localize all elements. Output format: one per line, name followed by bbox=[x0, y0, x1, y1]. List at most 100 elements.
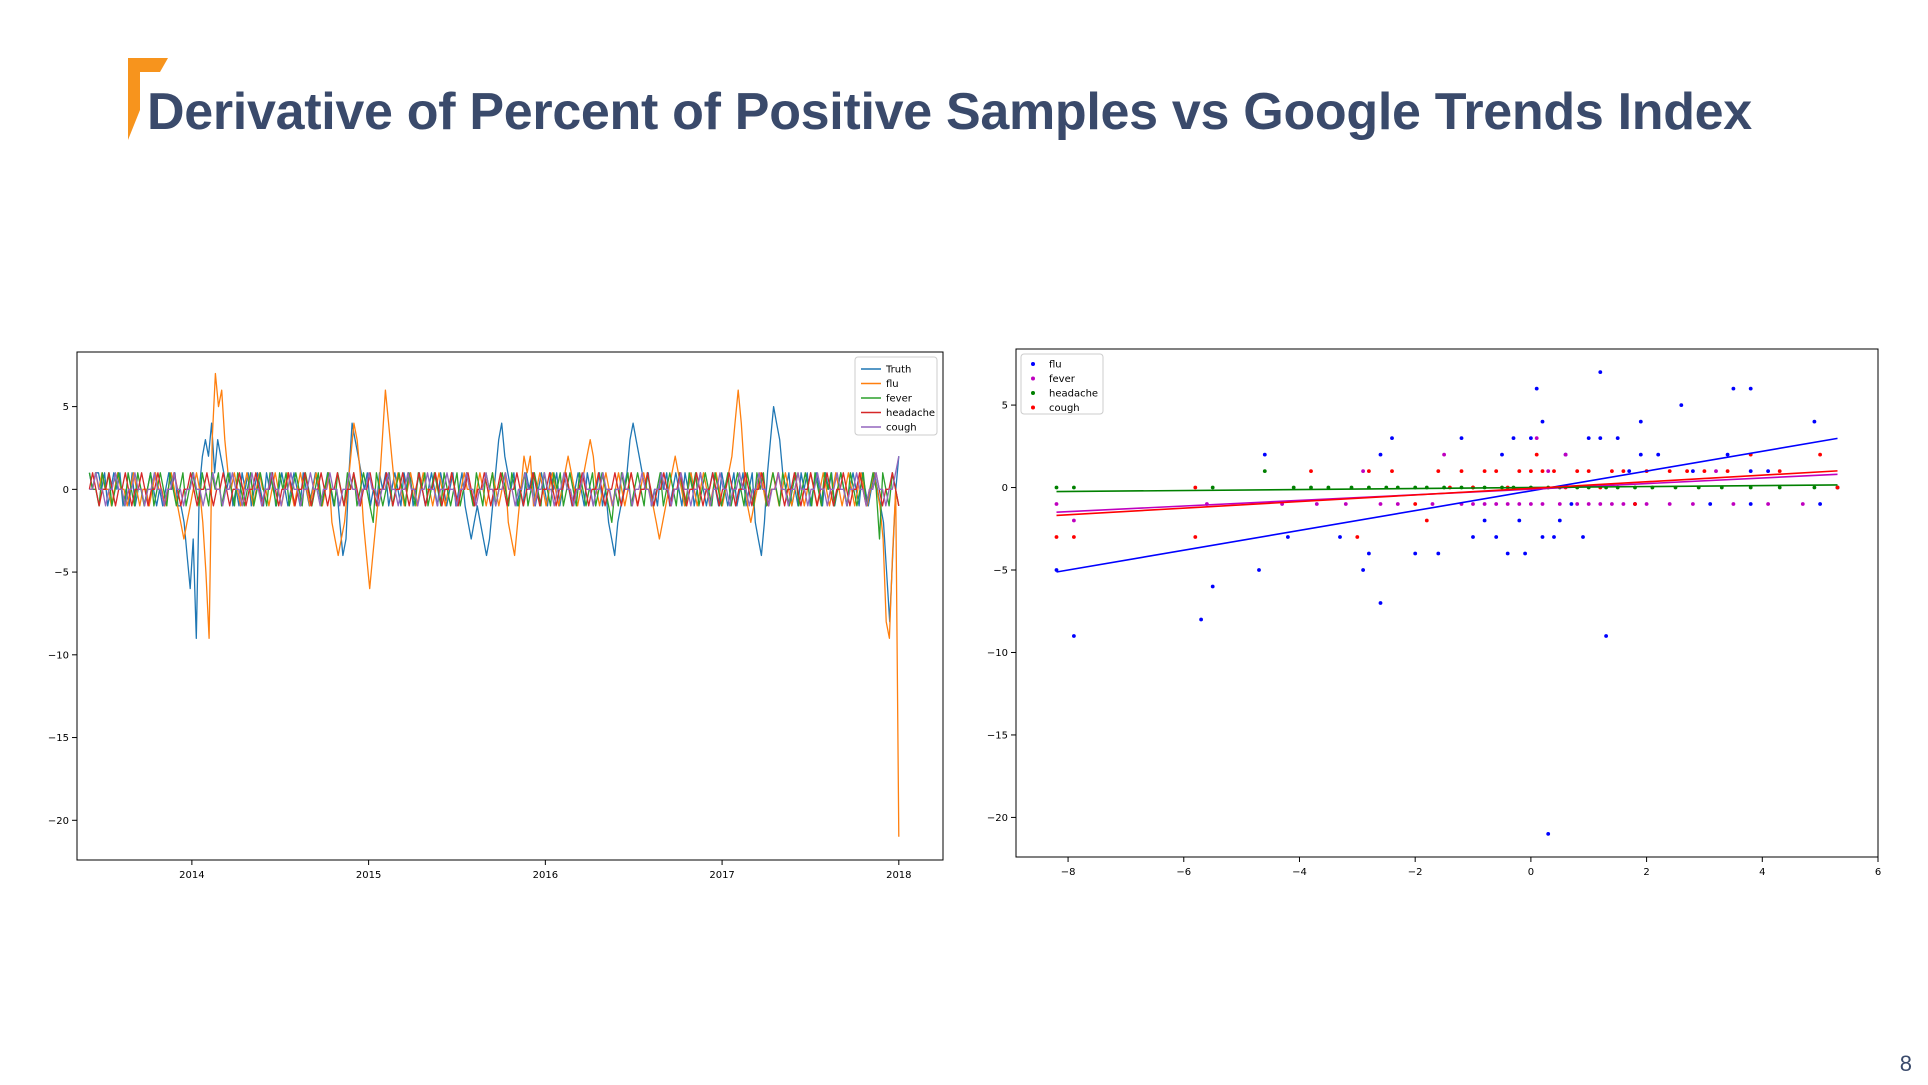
scatter-point-flu bbox=[1615, 436, 1620, 440]
scatter-point-fever bbox=[1494, 502, 1499, 506]
scatter-point-fever bbox=[1691, 502, 1695, 506]
scatter-point-fever bbox=[1395, 502, 1400, 506]
x-tick-label: 2015 bbox=[356, 870, 381, 881]
scatter-point-flu bbox=[1586, 436, 1591, 440]
scatter-point-flu bbox=[1748, 469, 1753, 473]
scatter-point-flu bbox=[1679, 403, 1684, 407]
scatter-point-flu bbox=[1054, 568, 1059, 572]
y-tick-label: −20 bbox=[48, 816, 69, 827]
x-tick-label: 6 bbox=[1875, 867, 1881, 878]
y-tick-label: −15 bbox=[987, 730, 1008, 741]
scatter-point-cough bbox=[1390, 469, 1394, 473]
scatter-point-flu bbox=[1569, 502, 1574, 506]
scatter-point-flu bbox=[1581, 535, 1585, 539]
scatter-point-cough bbox=[1818, 452, 1822, 457]
scatter-point-cough bbox=[1193, 535, 1198, 539]
scatter-point-flu bbox=[1072, 634, 1076, 638]
scatter-point-flu bbox=[1540, 535, 1545, 539]
scatter-point-cough bbox=[1459, 469, 1464, 473]
scatter-point-flu bbox=[1748, 502, 1753, 506]
legend-label-cough: cough bbox=[886, 423, 917, 434]
regression-line-flu bbox=[1056, 437, 1838, 573]
scatter-point-fever bbox=[1054, 502, 1059, 506]
scatter-point-cough bbox=[1552, 469, 1556, 473]
scatter-point-cough bbox=[1621, 469, 1626, 473]
plot-frame bbox=[76, 351, 944, 861]
scatter-point-cough bbox=[1529, 469, 1533, 473]
scatter-point-fever bbox=[1586, 502, 1591, 506]
scatter-point-flu bbox=[1604, 634, 1608, 638]
scatter-point-flu bbox=[1286, 535, 1290, 539]
scatter-point-fever bbox=[1534, 436, 1539, 440]
scatter-point-fever bbox=[1644, 502, 1649, 506]
x-tick-label: 0 bbox=[1528, 867, 1534, 878]
scatter-point-flu bbox=[1598, 370, 1603, 374]
y-tick-label: 5 bbox=[63, 402, 69, 413]
scatter-point-cough bbox=[1610, 469, 1614, 473]
y-tick-label: −20 bbox=[987, 813, 1008, 824]
scatter-point-flu bbox=[1378, 452, 1383, 457]
x-tick-label: −8 bbox=[1061, 867, 1076, 878]
scatter-point-flu bbox=[1731, 386, 1736, 391]
scatter-point-fever bbox=[1471, 502, 1475, 506]
scatter-point-flu bbox=[1557, 518, 1562, 523]
scatter-point-fever bbox=[1482, 502, 1487, 506]
legend-box bbox=[854, 356, 938, 436]
scatter-point-cough bbox=[1685, 469, 1689, 473]
scatter-point-flu bbox=[1257, 568, 1261, 572]
regression-line-headache bbox=[1056, 484, 1838, 493]
y-tick-label: 0 bbox=[1002, 483, 1008, 494]
scatter-point-flu bbox=[1367, 551, 1371, 556]
scatter-point-fever bbox=[1430, 502, 1435, 506]
scatter-point-cough bbox=[1517, 469, 1522, 473]
scatter-point-flu bbox=[1482, 518, 1487, 523]
scatter-point-flu bbox=[1748, 386, 1753, 391]
scatter-point-cough bbox=[1534, 452, 1539, 457]
x-tick-label: 2016 bbox=[533, 870, 558, 881]
page-title: Derivative of Percent of Positive Sample… bbox=[147, 83, 1752, 141]
scatter-point-flu bbox=[1459, 436, 1464, 440]
legend-label-cough: cough bbox=[1049, 403, 1080, 414]
scatter-point-fever bbox=[1714, 469, 1718, 473]
scatter-point-flu bbox=[1511, 436, 1516, 440]
scatter-point-flu bbox=[1529, 436, 1533, 440]
scatter-point-flu bbox=[1413, 551, 1418, 556]
title-accent-icon bbox=[128, 58, 168, 140]
scatter-point-flu bbox=[1517, 518, 1522, 523]
scatter-regression-chart: 50−5−10−15−20−8 −6 −4 −2 0 2 4 6flufeverheadach… bbox=[987, 348, 1881, 878]
scatter-point-flu bbox=[1494, 535, 1499, 539]
page-number: 8 bbox=[1899, 1051, 1912, 1076]
scatter-point-headache bbox=[1291, 485, 1296, 490]
x-tick-label: 2 bbox=[1643, 867, 1649, 878]
scatter-point-cough bbox=[1835, 485, 1840, 490]
scatter-point-flu bbox=[1638, 419, 1643, 424]
x-tick-label: −6 bbox=[1176, 867, 1191, 878]
scatter-point-cough bbox=[1575, 469, 1580, 473]
scatter-point-fever bbox=[1378, 502, 1383, 506]
y-tick-label: −5 bbox=[54, 568, 69, 579]
scatter-point-fever bbox=[1621, 502, 1626, 506]
scatter-point-flu bbox=[1812, 419, 1817, 424]
y-tick-label: −15 bbox=[48, 733, 69, 744]
scatter-point-fever bbox=[1505, 502, 1510, 506]
scatter-point-fever bbox=[1361, 469, 1365, 473]
scatter-point-cough bbox=[1633, 502, 1637, 506]
scatter-point-flu bbox=[1210, 584, 1215, 589]
scatter-point-flu bbox=[1471, 535, 1475, 539]
legend-label-fever: fever bbox=[886, 394, 913, 405]
scatter-point-flu bbox=[1523, 551, 1527, 556]
scatter-point-flu bbox=[1627, 469, 1632, 473]
scatter-point-flu bbox=[1656, 452, 1661, 457]
y-tick-label: −10 bbox=[48, 650, 69, 661]
scatter-point-fever bbox=[1072, 518, 1076, 523]
scatter-point-cough bbox=[1309, 469, 1313, 473]
scatter-point-fever bbox=[1343, 502, 1348, 506]
scatter-point-headache bbox=[1054, 485, 1059, 490]
series-line-headache bbox=[88, 472, 900, 507]
y-tick-label: −5 bbox=[993, 566, 1008, 577]
legend-label-Truth: Truth bbox=[885, 365, 911, 376]
scatter-point-flu bbox=[1390, 436, 1394, 440]
scatter-point-cough bbox=[1482, 469, 1487, 473]
y-tick-label: 5 bbox=[1002, 401, 1008, 412]
scatter-point-flu bbox=[1338, 535, 1342, 539]
